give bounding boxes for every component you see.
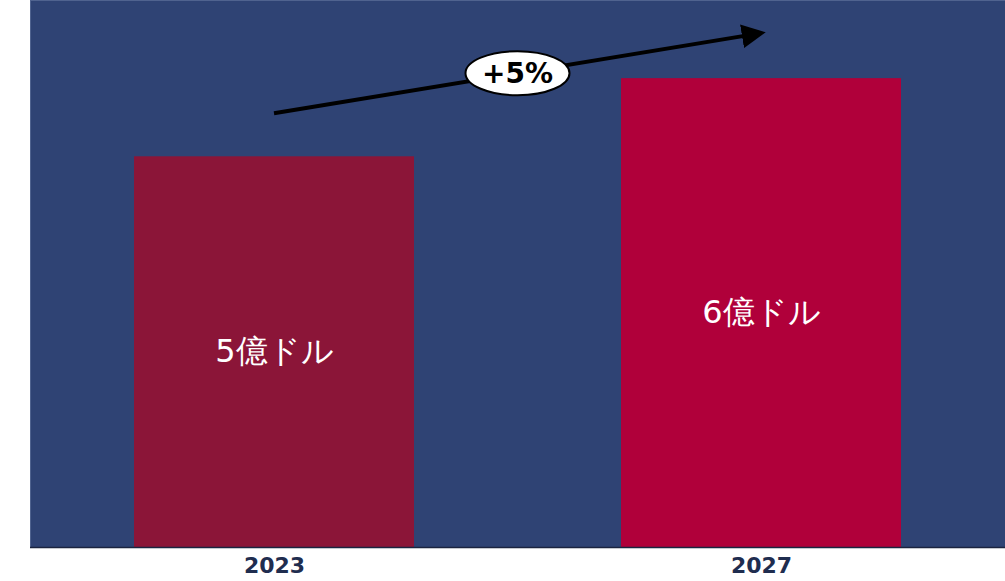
svg-text:5億ドル: 5億ドル <box>215 332 333 370</box>
svg-text:2023: 2023 <box>244 553 305 578</box>
svg-text:6億ドル: 6億ドル <box>702 293 820 331</box>
svg-text:2027: 2027 <box>731 553 792 578</box>
svg-text:+5%: +5% <box>482 57 553 90</box>
